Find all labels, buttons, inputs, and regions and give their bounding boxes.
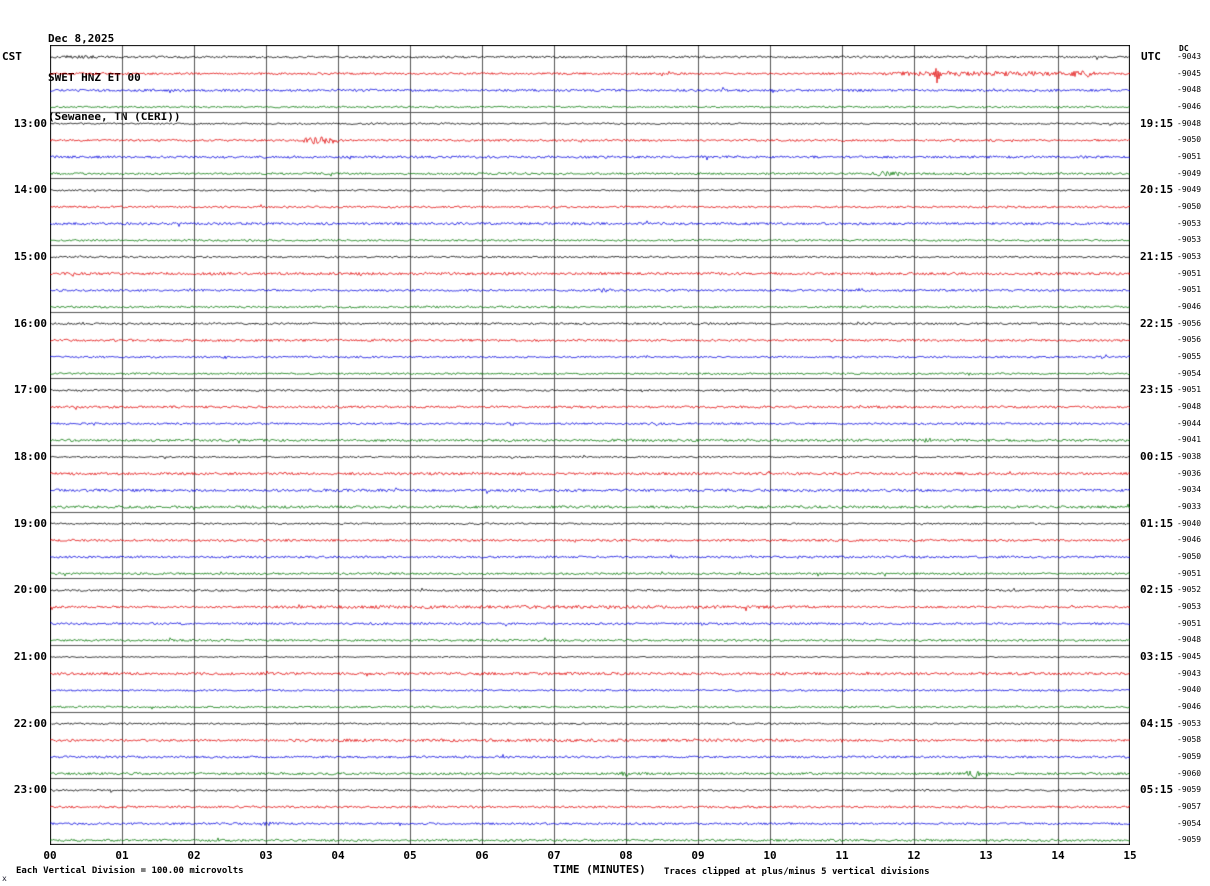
dc-offset-value: -9053 xyxy=(1177,602,1202,611)
dc-offset-value: -9053 xyxy=(1177,235,1202,245)
x-axis-tick: 03 xyxy=(259,849,273,862)
helicorder-canvas xyxy=(50,45,1130,845)
x-axis-tick: 02 xyxy=(187,849,201,862)
dc-offset-value: -9059 xyxy=(1177,752,1202,761)
dc-offset-value: -9034 xyxy=(1177,485,1202,495)
clip-note: Traces clipped at plus/minus 5 vertical … xyxy=(664,867,930,877)
dc-offset-value: -9057 xyxy=(1177,802,1202,811)
dc-offset-value: -9036 xyxy=(1177,468,1202,478)
cst-hour-label: 14:00 xyxy=(13,183,47,197)
x-axis-tick: 14 xyxy=(1051,849,1065,862)
dc-offset-value: -9051 xyxy=(1177,385,1202,395)
utc-hour-label: 21:15 xyxy=(1140,250,1174,263)
cst-hour-label: 22:00 xyxy=(13,716,47,730)
utc-hour-label: 23:15 xyxy=(1140,383,1174,397)
dc-offset-value: -9056 xyxy=(1177,318,1202,328)
utc-hour-label: 20:15 xyxy=(1140,183,1174,197)
dc-offset-value: -9046 xyxy=(1177,702,1202,711)
dc-offset-value: -9033 xyxy=(1177,502,1202,511)
cst-hour-label: 13:00 xyxy=(13,116,47,130)
dc-offset-value: -9041 xyxy=(1177,435,1202,445)
dc-offset-value: -9051 xyxy=(1177,618,1202,628)
dc-offset-value: -9040 xyxy=(1177,518,1202,528)
utc-hour-label: 00:15 xyxy=(1140,450,1174,463)
dc-offset-value: -9053 xyxy=(1177,252,1202,261)
dc-offset-value: -9051 xyxy=(1177,568,1202,578)
x-axis-tick: 09 xyxy=(691,849,705,862)
x-axis-tick: 08 xyxy=(619,849,633,862)
x-axis-title: TIME (MINUTES) xyxy=(553,863,646,876)
scale-note: Each Vertical Division = 100.00 microvol… xyxy=(16,866,244,876)
dc-offset-value: -9045 xyxy=(1177,652,1202,661)
dc-offset-value: -9053 xyxy=(1177,218,1202,228)
dc-offset-value: -9054 xyxy=(1177,368,1202,378)
cst-hour-label: 23:00 xyxy=(13,783,47,797)
dc-offset-value: -9050 xyxy=(1177,135,1202,145)
cst-hour-label: 16:00 xyxy=(13,316,47,330)
dc-offset-value: -9055 xyxy=(1177,352,1202,361)
x-axis-tick: 13 xyxy=(979,849,993,862)
cst-hour-label: 19:00 xyxy=(13,516,47,530)
dc-offset-value: -9048 xyxy=(1177,635,1202,645)
title-date: Dec 8,2025 xyxy=(48,32,115,45)
dc-offset-value: -9048 xyxy=(1177,85,1202,95)
dc-offset-value: -9058 xyxy=(1177,735,1202,745)
dc-offset-value: -9046 xyxy=(1177,302,1202,311)
dc-offset-value: -9053 xyxy=(1177,718,1202,728)
dc-offset-value: -9051 xyxy=(1177,285,1202,295)
dc-offset-value: -9052 xyxy=(1177,585,1202,595)
x-axis-tick: 05 xyxy=(403,849,417,862)
cst-hour-label: 15:00 xyxy=(13,250,47,263)
x-axis-tick: 00 xyxy=(43,849,57,862)
dc-offset-value: -9059 xyxy=(1177,785,1202,795)
cst-hour-label: 17:00 xyxy=(13,383,47,397)
cst-hour-label: 18:00 xyxy=(13,450,47,463)
utc-hour-label: 01:15 xyxy=(1140,516,1174,530)
x-axis-tick: 06 xyxy=(475,849,489,862)
dc-offset-value: -9043 xyxy=(1177,52,1202,61)
dc-offset-value: -9060 xyxy=(1177,768,1202,778)
x-axis-tick: 07 xyxy=(547,849,561,862)
dc-axis-label: DC xyxy=(1179,44,1189,53)
dc-offset-value: -9056 xyxy=(1177,335,1202,345)
dc-offset-value: -9050 xyxy=(1177,552,1202,561)
x-axis-tick: 11 xyxy=(835,849,849,862)
dc-offset-value: -9048 xyxy=(1177,118,1202,128)
x-axis-tick: 01 xyxy=(115,849,129,862)
x-axis-tick: 15 xyxy=(1123,849,1137,862)
utc-hour-label: 19:15 xyxy=(1140,116,1174,130)
dc-offset-value: -9059 xyxy=(1177,835,1202,845)
dc-offset-value: -9045 xyxy=(1177,68,1202,78)
dc-offset-value: -9044 xyxy=(1177,418,1202,428)
dc-offset-value: -9051 xyxy=(1177,268,1202,278)
utc-hour-label: 05:15 xyxy=(1140,783,1174,797)
x-axis-tick: 10 xyxy=(763,849,777,862)
x-axis-tick: 04 xyxy=(331,849,345,862)
x-axis-tick: 12 xyxy=(907,849,921,862)
dc-offset-value: -9046 xyxy=(1177,102,1202,111)
corner-mark: x xyxy=(2,874,7,883)
cst-hour-label: 21:00 xyxy=(13,650,47,663)
dc-offset-value: -9043 xyxy=(1177,668,1202,678)
dc-offset-value: -9054 xyxy=(1177,818,1202,828)
right-axis-label: UTC xyxy=(1141,50,1161,63)
cst-hour-label: 20:00 xyxy=(13,583,47,597)
utc-hour-label: 03:15 xyxy=(1140,650,1174,663)
utc-hour-label: 22:15 xyxy=(1140,316,1174,330)
utc-hour-label: 04:15 xyxy=(1140,716,1174,730)
dc-offset-value: -9049 xyxy=(1177,185,1202,195)
dc-offset-value: -9049 xyxy=(1177,168,1202,178)
dc-offset-value: -9048 xyxy=(1177,402,1202,411)
dc-offset-value: -9046 xyxy=(1177,535,1202,545)
dc-offset-value: -9038 xyxy=(1177,452,1202,461)
dc-offset-value: -9050 xyxy=(1177,202,1202,211)
dc-offset-value: -9040 xyxy=(1177,685,1202,695)
left-axis-label: CST xyxy=(2,50,22,63)
utc-hour-label: 02:15 xyxy=(1140,583,1174,597)
dc-offset-value: -9051 xyxy=(1177,152,1202,161)
